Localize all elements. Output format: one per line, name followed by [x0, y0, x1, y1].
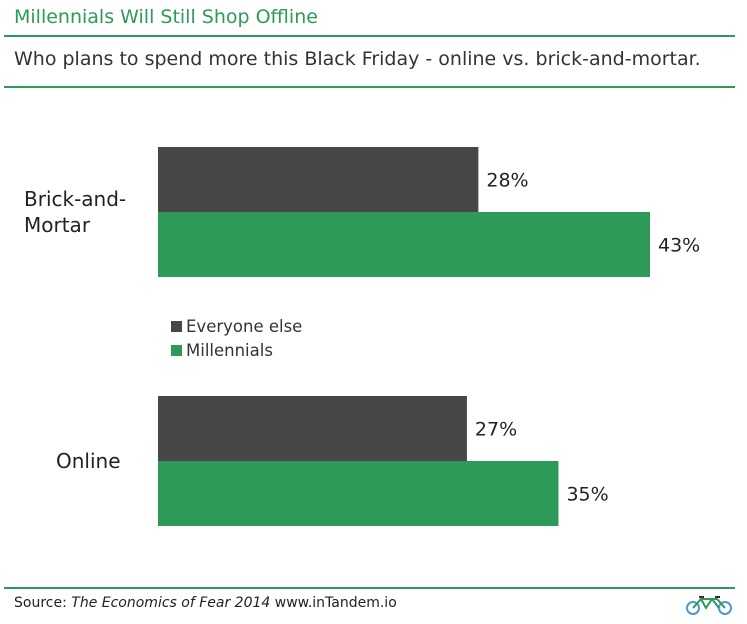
legend-label-millennials: Millennials	[186, 340, 273, 360]
bar-chart: Brick-and-Mortar 28% 43% Online 27% 35%	[24, 147, 700, 526]
source-credit: Source: The Economics of Fear 2014 www.i…	[14, 595, 397, 611]
subtitle-divider	[4, 86, 735, 88]
legend-swatch-millennials	[171, 344, 182, 356]
value-label-millennials-online: 35%	[566, 484, 608, 506]
source-title: The Economics of Fear 2014	[71, 595, 271, 611]
legend-item-millennials: Millennials	[171, 338, 302, 362]
legend-label-everyone-else: Everyone else	[186, 316, 303, 336]
footer-divider	[4, 587, 735, 589]
tandem-bicycle-icon	[686, 596, 732, 615]
chart-title: Millennials Will Still Shop Offline	[14, 6, 318, 28]
category-label-brick-and-mortar: Mortar	[24, 213, 91, 237]
category-label-brick-and-mortar: Brick-and-	[24, 187, 126, 211]
value-label-everyone-else-brick-and-mortar: 28%	[486, 170, 528, 192]
chart-subtitle: Who plans to spend more this Black Frida…	[14, 48, 701, 70]
bar-everyone-else-brick-and-mortar	[158, 147, 479, 212]
title-divider	[4, 35, 735, 37]
source-prefix: Source:	[14, 595, 72, 611]
legend-swatch-everyone-else	[171, 320, 182, 332]
value-label-everyone-else-online: 27%	[475, 419, 517, 441]
source-suffix: www.inTandem.io	[270, 595, 397, 611]
bar-millennials-brick-and-mortar	[158, 212, 650, 277]
bar-millennials-online	[158, 461, 559, 526]
legend-item-everyone-else: Everyone else	[171, 314, 302, 338]
chart-legend: Everyone else Millennials	[171, 314, 302, 362]
bar-everyone-else-online	[158, 396, 467, 461]
category-label-online: Online	[56, 449, 121, 473]
value-label-millennials-brick-and-mortar: 43%	[658, 235, 700, 257]
